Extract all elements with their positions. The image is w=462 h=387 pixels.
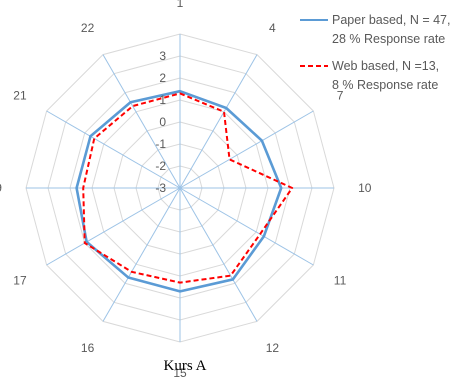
- chart-legend: Paper based, N = 47, 28 % Response rate We…: [300, 13, 450, 92]
- radial-axis: [179, 187, 314, 266]
- category-label: 16: [81, 341, 95, 355]
- chart-series: [75, 89, 294, 293]
- category-label: 19: [0, 181, 2, 195]
- radial-tick-label: 0: [159, 115, 166, 129]
- radial-tick-label: -3: [155, 181, 166, 195]
- category-label: 11: [334, 273, 347, 287]
- radial-tick-label: 3: [159, 49, 166, 63]
- category-label: 12: [266, 341, 280, 355]
- radial-tick-labels: 3 2 1 0 -1 -2 -3: [155, 49, 166, 195]
- radial-axis: [102, 187, 181, 322]
- radial-axis: [179, 187, 258, 322]
- radial-axis: [179, 110, 314, 189]
- radial-tick-label: -2: [155, 159, 166, 173]
- radial-axis: [46, 110, 181, 189]
- series-line-web-based: [82, 92, 294, 284]
- series-line-paper-based: [75, 89, 283, 293]
- category-label: 17: [13, 273, 27, 287]
- category-labels: 147101112151617192122: [0, 0, 372, 380]
- radial-tick-label: -1: [155, 137, 166, 151]
- radial-axis: [46, 187, 181, 266]
- chart-grid: [25, 33, 335, 343]
- legend-label: Paper based, N = 47,: [332, 13, 450, 27]
- legend-label: Web based, N =13,: [332, 59, 439, 73]
- figure-caption: Kurs A: [163, 358, 207, 374]
- category-label: 21: [13, 89, 27, 103]
- category-label: 7: [337, 89, 344, 103]
- category-label: 10: [358, 181, 372, 195]
- category-label: 22: [81, 21, 95, 35]
- radial-tick-label: 1: [159, 93, 166, 107]
- radial-axis: [179, 54, 258, 189]
- category-label: 4: [269, 21, 276, 35]
- legend-label: 28 % Response rate: [332, 32, 445, 46]
- radial-tick-label: 2: [159, 71, 166, 85]
- category-label: 1: [177, 0, 184, 10]
- category-label: 15: [173, 366, 187, 380]
- legend-label: 8 % Response rate: [332, 78, 438, 92]
- radial-axis: [102, 54, 181, 189]
